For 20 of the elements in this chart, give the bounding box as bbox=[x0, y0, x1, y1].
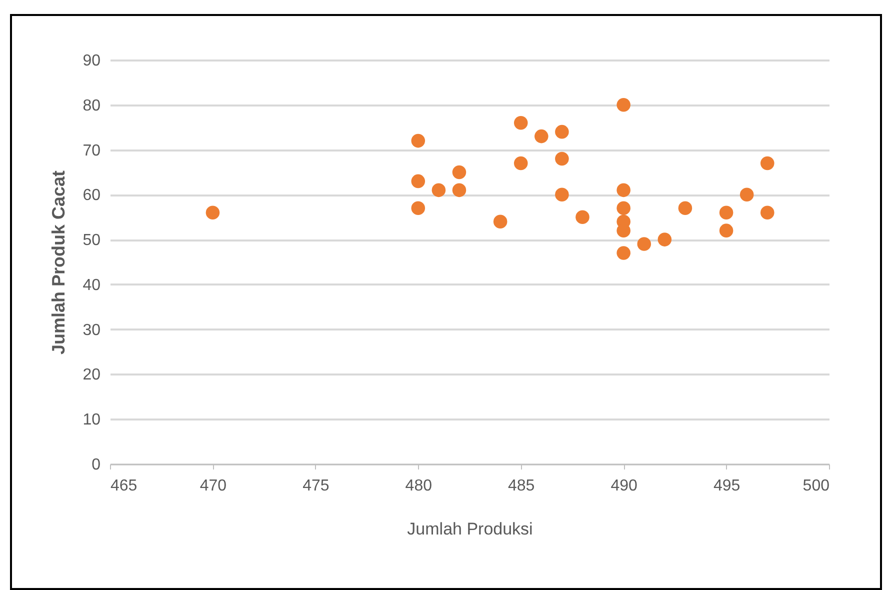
y-tick-label: 10 bbox=[82, 412, 101, 429]
y-tick-label: 80 bbox=[82, 97, 101, 114]
y-tick-label: 40 bbox=[82, 276, 101, 294]
y-tick-label: 60 bbox=[82, 187, 101, 204]
y-tick-label: 90 bbox=[82, 52, 101, 70]
x-tick-label: 495 bbox=[713, 478, 740, 494]
y-tick-label: 20 bbox=[82, 366, 101, 384]
x-tick-label: 470 bbox=[200, 478, 227, 494]
y-tick-label: 0 bbox=[92, 456, 101, 474]
x-axis-title: Jumlah Produksi bbox=[407, 520, 533, 538]
y-tick-label: 50 bbox=[82, 232, 101, 250]
x-tick-label: 500 bbox=[802, 478, 830, 494]
x-tick-label: 465 bbox=[110, 478, 138, 494]
y-tick-label: 70 bbox=[82, 142, 101, 160]
x-tick-label: 485 bbox=[508, 478, 535, 494]
y-axis-title: Jumlah Produk Cacat bbox=[48, 170, 69, 355]
x-tick-label: 490 bbox=[610, 478, 638, 494]
x-tick-label: 480 bbox=[405, 478, 432, 494]
x-tick-label: 475 bbox=[302, 478, 330, 494]
y-tick-label: 30 bbox=[82, 322, 101, 339]
